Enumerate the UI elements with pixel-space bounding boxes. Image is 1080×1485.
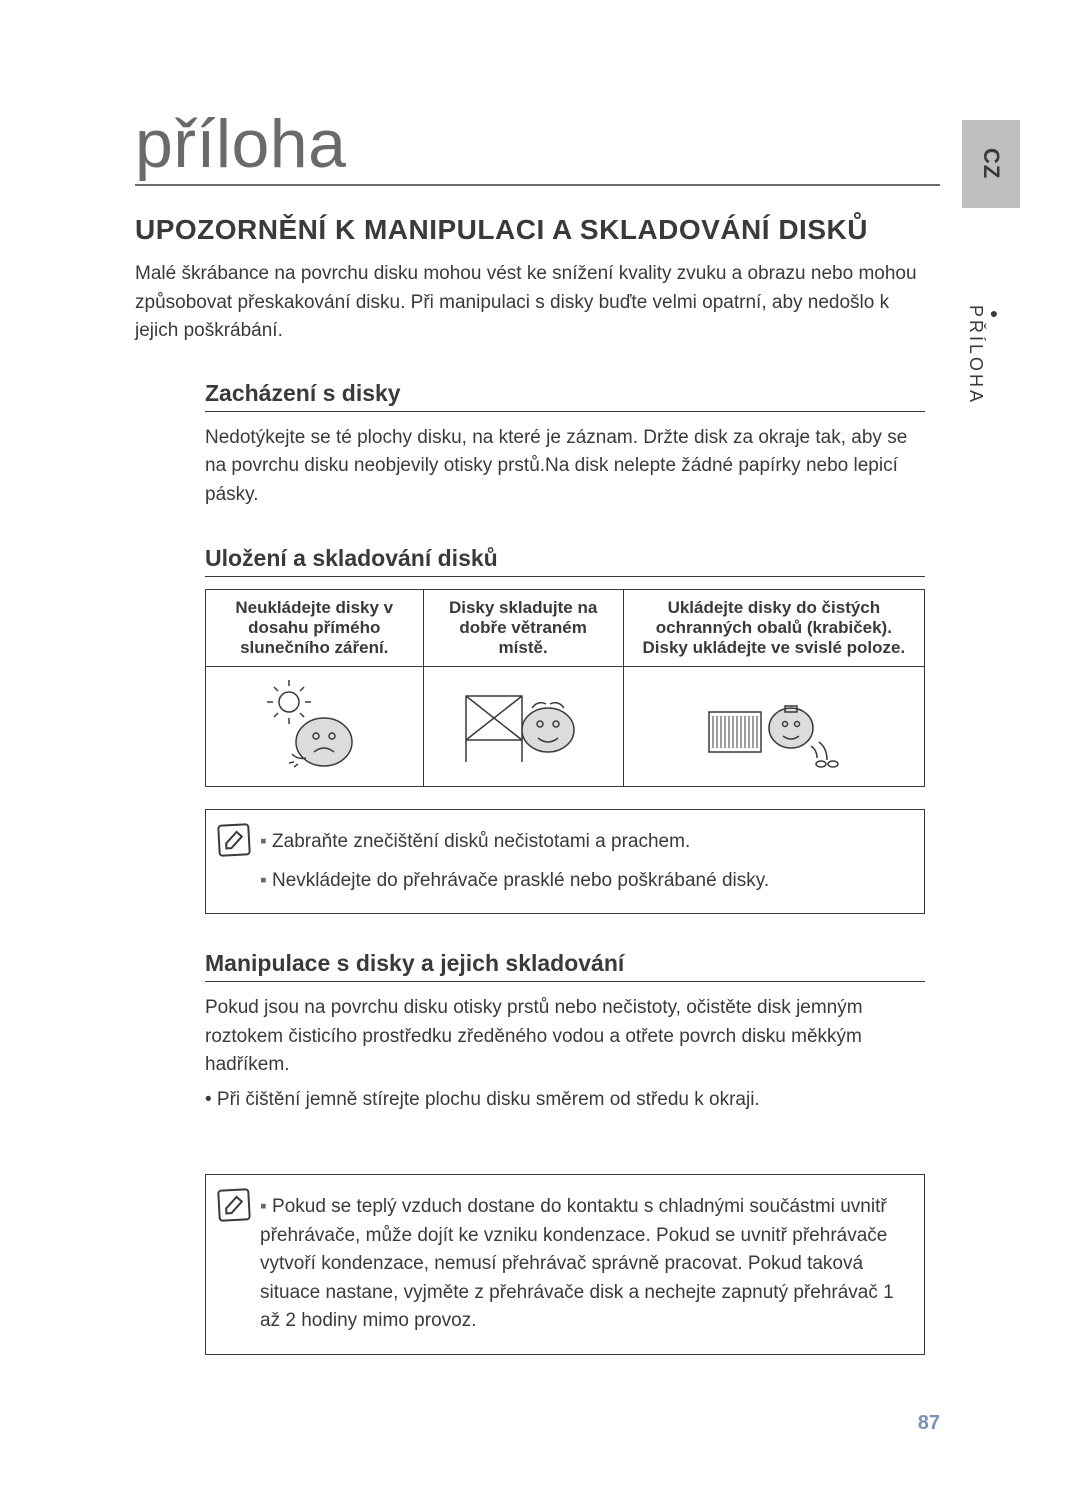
note-icon	[217, 1188, 251, 1222]
table-header: Neukládejte disky v dosahu přímého slune…	[206, 590, 424, 667]
note-box: Zabraňte znečištění disků nečistotami a …	[205, 809, 925, 914]
section-side-label: PŘÍLOHA	[965, 305, 1002, 405]
main-heading: UPOZORNĚNÍ K MANIPULACI A SKLADOVÁNÍ DIS…	[135, 214, 940, 246]
section-body: Nedotýkejte se té plochy disku, na které…	[205, 424, 925, 510]
section-storage: Uložení a skladování disků Neukládejte d…	[205, 545, 925, 914]
language-tab: CZ	[962, 120, 1020, 208]
manual-page: CZ PŘÍLOHA příloha UPOZORNĚNÍ K MANIPULA…	[0, 0, 1080, 1485]
section-heading: Zacházení s disky	[205, 380, 925, 412]
section-body: Pokud jsou na povrchu disku otisky prstů…	[205, 994, 925, 1080]
section-heading: Uložení a skladování disků	[205, 545, 925, 577]
chapter-title: příloha	[135, 110, 940, 186]
note-box: Pokud se teplý vzduch dostane do kontakt…	[205, 1174, 925, 1355]
note-item: Pokud se teplý vzduch dostane do kontakt…	[260, 1193, 904, 1336]
disc-ventilated-illustration	[436, 675, 611, 778]
disc-upright-case-illustration	[636, 675, 912, 778]
table-cell	[423, 667, 623, 787]
note-item: Zabraňte znečištění disků nečistotami a …	[260, 828, 904, 857]
section-bullet: • Při čištění jemně stírejte plochu disk…	[205, 1086, 925, 1115]
table-cell	[206, 667, 424, 787]
note-list: Pokud se teplý vzduch dostane do kontakt…	[260, 1193, 904, 1336]
note-icon	[217, 823, 251, 857]
note-list: Zabraňte znečištění disků nečistotami a …	[260, 828, 904, 895]
page-number: 87	[918, 1412, 940, 1435]
note-item: Nevkládejte do přehrávače prasklé nebo p…	[260, 867, 904, 896]
disc-sunlight-illustration	[218, 675, 411, 778]
section-heading: Manipulace s disky a jejich skladování	[205, 950, 925, 982]
language-tab-label: CZ	[978, 148, 1004, 179]
table-cell	[623, 667, 924, 787]
storage-table: Neukládejte disky v dosahu přímého slune…	[205, 589, 925, 787]
intro-paragraph: Malé škrábance na povrchu disku mohou vé…	[135, 260, 925, 346]
section-cleaning: Manipulace s disky a jejich skladování P…	[205, 950, 925, 1355]
section-handling: Zacházení s disky Nedotýkejte se té ploc…	[205, 380, 925, 510]
table-header: Disky skladujte na dobře větraném místě.	[423, 590, 623, 667]
table-header: Ukládejte disky do čistých ochranných ob…	[623, 590, 924, 667]
